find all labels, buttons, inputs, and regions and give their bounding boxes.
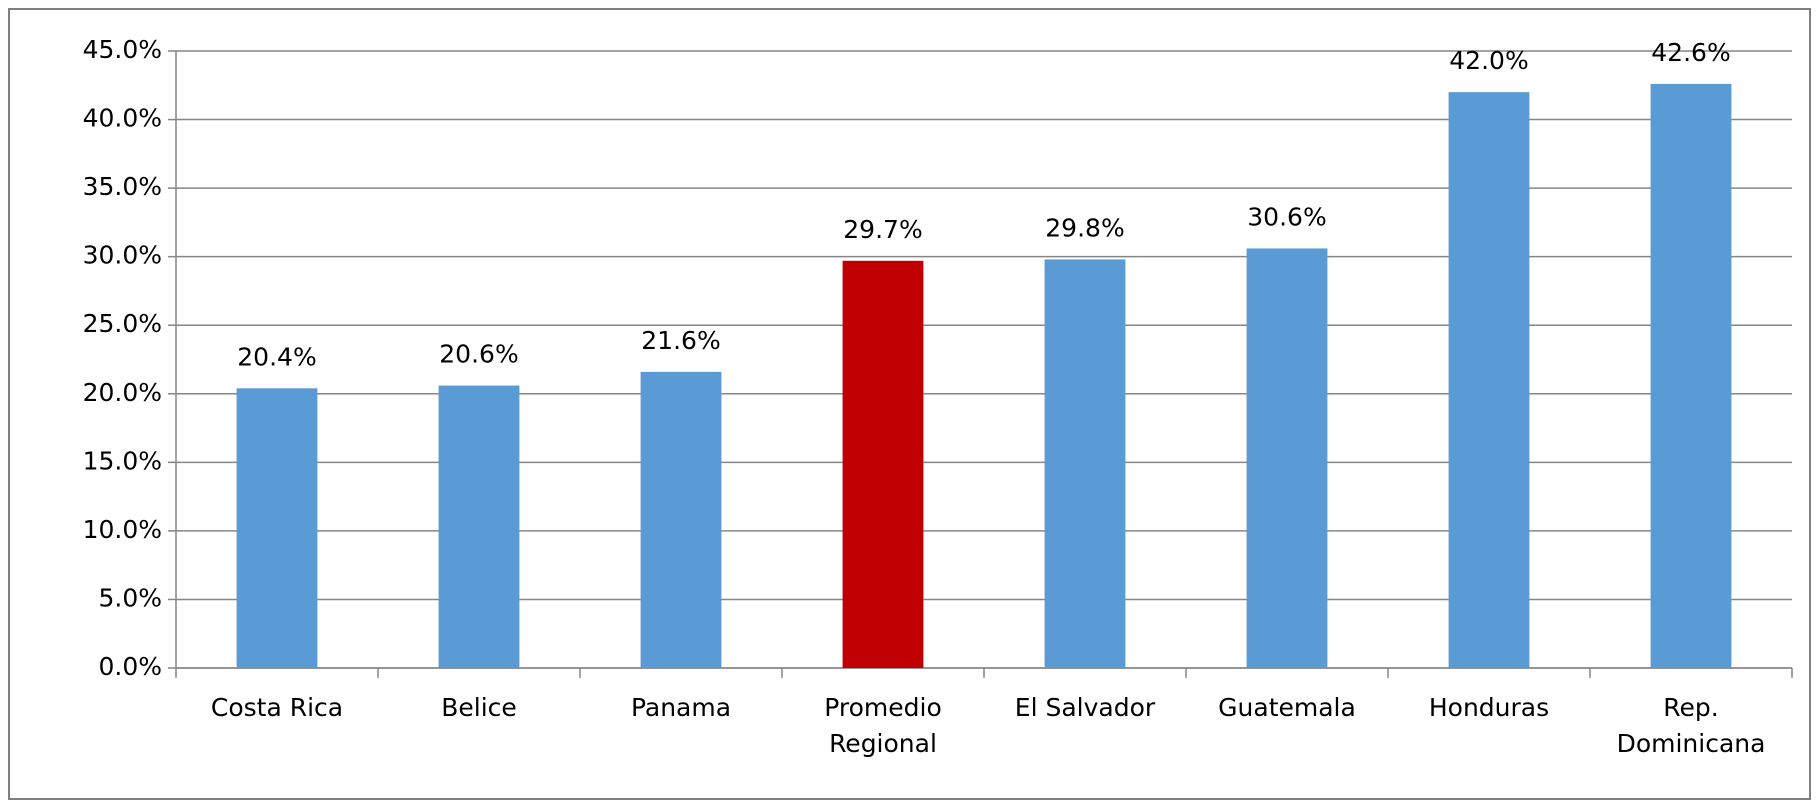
data-label: 30.6% [1247, 202, 1326, 231]
data-label: 42.6% [1651, 38, 1730, 67]
x-tick-label: Panama [630, 693, 732, 722]
bar [842, 260, 924, 668]
data-label: 20.6% [439, 340, 518, 369]
y-tick-label: 10.0% [83, 515, 162, 544]
bar [1246, 248, 1328, 668]
y-tick-label: 25.0% [83, 309, 162, 338]
x-tick-label: Guatemala [1218, 693, 1356, 722]
bar [438, 385, 520, 668]
bar [1044, 259, 1126, 668]
y-tick-label: 0.0% [98, 652, 162, 681]
y-tick-label: 15.0% [83, 446, 162, 475]
x-tick-label: Honduras [1428, 693, 1550, 722]
x-tick-label: Costa Rica [210, 693, 344, 722]
data-label: 21.6% [641, 326, 720, 355]
y-tick-label: 45.0% [83, 35, 162, 64]
bar [1448, 92, 1530, 669]
x-tick-label: Rep. Dominicana [1616, 693, 1766, 758]
data-label: 29.7% [843, 215, 922, 244]
x-tick-label: Promedio Regional [824, 693, 942, 758]
y-tick-label: 35.0% [83, 172, 162, 201]
bar [236, 388, 318, 668]
y-tick-label: 40.0% [83, 104, 162, 133]
bar [640, 371, 722, 668]
y-tick-label: 5.0% [98, 583, 162, 612]
data-label: 20.4% [237, 342, 316, 371]
data-label: 29.8% [1045, 213, 1124, 242]
data-label: 42.0% [1449, 46, 1528, 75]
y-tick-label: 20.0% [83, 378, 162, 407]
x-tick-label: El Salvador [1014, 693, 1156, 722]
x-tick-label: Belice [441, 693, 517, 722]
bar [1650, 83, 1732, 668]
y-tick-label: 30.0% [83, 241, 162, 270]
